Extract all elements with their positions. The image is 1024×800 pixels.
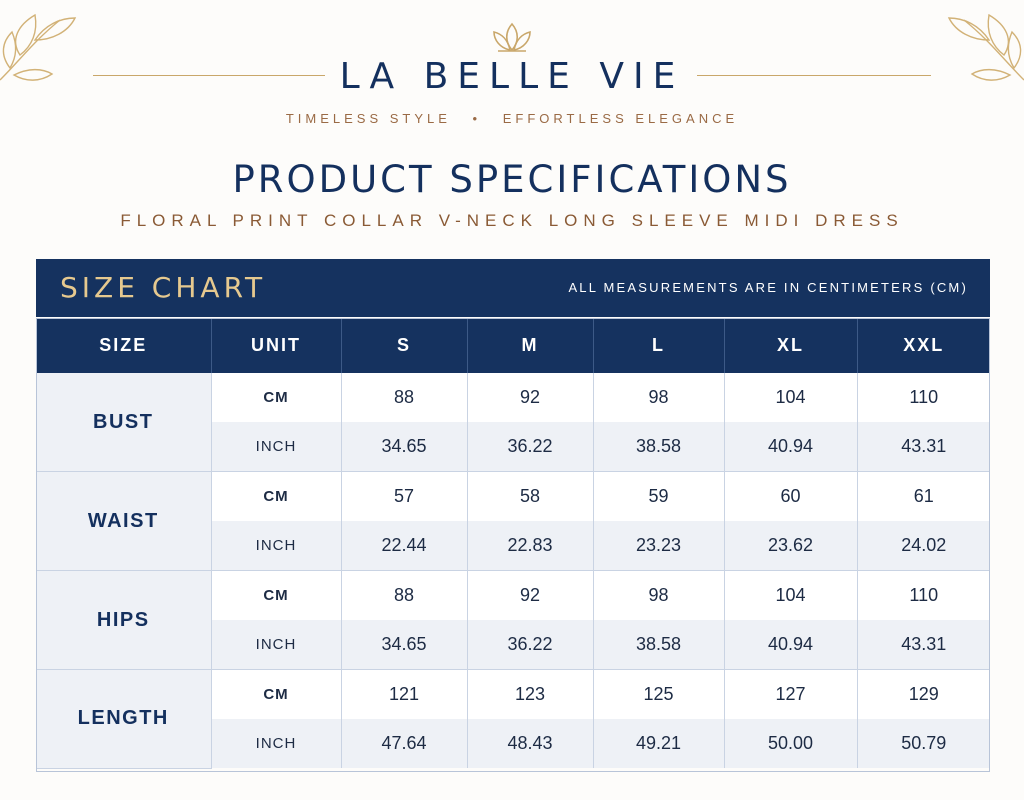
value-cell: 22.83: [466, 521, 593, 571]
header-rule-right: [697, 75, 931, 76]
measure-label-length: LENGTH: [36, 669, 211, 769]
floral-leaf-icon-left: [0, 13, 77, 81]
value-cell: 38.58: [592, 422, 724, 472]
value-cell: 98: [592, 570, 724, 620]
column-header-xxl: XXL: [856, 318, 990, 373]
value-cell: 40.94: [723, 620, 857, 670]
lotus-logo-icon: [493, 22, 531, 52]
value-cell: 92: [466, 570, 593, 620]
unit-cell: CM: [210, 570, 341, 620]
value-cell: 22.44: [340, 521, 467, 571]
value-cell: 48.43: [466, 719, 593, 768]
table-row-length-cm: LENGTH CM 121 123 125 127 129: [36, 669, 990, 769]
column-header-unit: UNIT: [210, 318, 341, 373]
value-cell: 34.65: [340, 422, 467, 472]
value-cell: 104: [723, 373, 857, 422]
header-rule-left: [93, 75, 325, 76]
measure-label-bust: BUST: [36, 373, 211, 472]
unit-cell: INCH: [210, 422, 341, 472]
unit-cell: CM: [210, 471, 341, 521]
value-cell: 47.64: [340, 719, 467, 768]
value-cell: 92: [466, 373, 593, 422]
value-cell: 59: [592, 471, 724, 521]
table-row-length-inch: INCH 47.64 48.43 49.21 50.00 50.79: [36, 719, 990, 768]
unit-cell: CM: [210, 669, 341, 719]
value-cell: 36.22: [466, 620, 593, 670]
value-cell: 60: [723, 471, 857, 521]
tagline-left: TIMELESS STYLE: [285, 111, 451, 126]
unit-cell: INCH: [210, 719, 341, 768]
product-name: FLORAL PRINT COLLAR V-NECK LONG SLEEVE M…: [120, 211, 904, 230]
unit-cell: INCH: [210, 521, 341, 571]
table-row-hips-cm: HIPS CM 88 92 98 104 110: [36, 570, 990, 670]
size-chart-title: SIZE CHART: [60, 271, 267, 304]
column-header-size: SIZE: [36, 318, 211, 373]
value-cell: 121: [340, 669, 467, 719]
tagline-separator: •: [472, 111, 482, 126]
table-row-waist-inch: INCH 22.44 22.83 23.23 23.62 24.02: [36, 521, 990, 571]
value-cell: 36.22: [466, 422, 593, 472]
value-cell: 40.94: [723, 422, 857, 472]
value-cell: 129: [856, 669, 990, 719]
value-cell: 50.79: [856, 719, 990, 768]
floral-leaf-icon-right: [947, 13, 1024, 81]
value-cell: 127: [723, 669, 857, 719]
unit-cell: INCH: [210, 620, 341, 670]
measurement-note: ALL MEASUREMENTS ARE IN CENTIMETERS (CM): [568, 280, 968, 295]
brand-name: LA BELLE VIE: [339, 56, 685, 97]
measure-label-hips: HIPS: [36, 570, 211, 670]
column-header-xl: XL: [723, 318, 857, 373]
table-row-bust-inch: INCH 34.65 36.22 38.58 40.94 43.31: [36, 422, 990, 472]
value-cell: 34.65: [340, 620, 467, 670]
value-cell: 58: [466, 471, 593, 521]
value-cell: 50.00: [723, 719, 857, 768]
size-table: SIZE UNIT S M L XL XXL BUST CM 88 92 98 …: [36, 318, 990, 769]
value-cell: 88: [340, 373, 467, 422]
table-header-row: SIZE UNIT S M L XL XXL: [36, 318, 990, 373]
value-cell: 23.62: [723, 521, 857, 571]
table-row-bust-cm: BUST CM 88 92 98 104 110: [36, 373, 990, 472]
value-cell: 98: [592, 373, 724, 422]
size-chart-header: SIZE CHART ALL MEASUREMENTS ARE IN CENTI…: [36, 259, 990, 317]
value-cell: 57: [340, 471, 467, 521]
value-cell: 110: [856, 373, 990, 422]
unit-cell: CM: [210, 373, 341, 422]
value-cell: 123: [466, 669, 593, 719]
table-row-hips-inch: INCH 34.65 36.22 38.58 40.94 43.31: [36, 620, 990, 670]
value-cell: 125: [592, 669, 724, 719]
value-cell: 43.31: [856, 620, 990, 670]
brand-tagline: TIMELESS STYLE • EFFORTLESS ELEGANCE: [0, 111, 1024, 126]
value-cell: 61: [856, 471, 990, 521]
tagline-right: EFFORTLESS ELEGANCE: [502, 111, 739, 126]
column-header-s: S: [340, 318, 467, 373]
value-cell: 104: [723, 570, 857, 620]
column-header-m: M: [466, 318, 593, 373]
value-cell: 23.23: [592, 521, 724, 571]
value-cell: 38.58: [592, 620, 724, 670]
measure-label-waist: WAIST: [36, 471, 211, 571]
page-title: PRODUCT SPECIFICATIONS: [232, 158, 792, 201]
value-cell: 110: [856, 570, 990, 620]
column-header-l: L: [592, 318, 724, 373]
table-row-waist-cm: WAIST CM 57 58 59 60 61: [36, 471, 990, 571]
value-cell: 88: [340, 570, 467, 620]
value-cell: 43.31: [856, 422, 990, 472]
value-cell: 24.02: [856, 521, 990, 571]
value-cell: 49.21: [592, 719, 724, 768]
